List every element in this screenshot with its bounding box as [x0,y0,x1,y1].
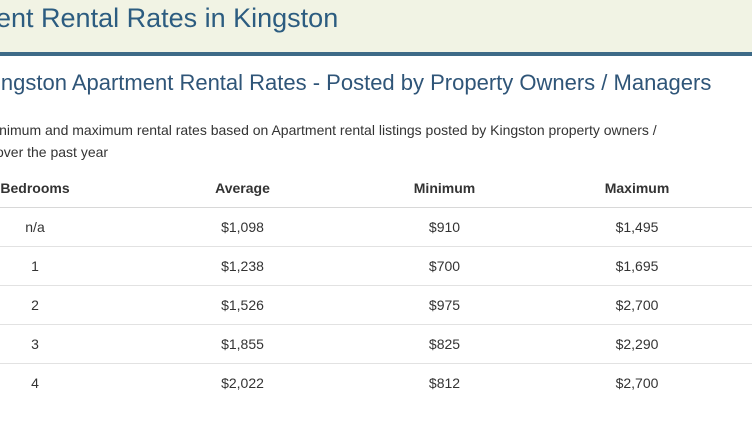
cell-maximum: $1,695 [504,246,752,286]
table-header-row: Bedrooms Average Minimum Maximum [0,169,752,208]
table-row: n/a $1,098 $910 $1,495 [0,207,752,247]
cell-average: $1,526 [100,285,385,325]
cell-minimum: $975 [385,285,504,325]
header-bedrooms: Bedrooms [0,169,100,208]
cell-average: $1,098 [100,207,385,247]
cell-average: $1,238 [100,246,385,286]
cell-bedrooms: 3 [0,324,100,364]
page-banner: ent Rental Rates in Kingston [0,0,752,56]
description-line-2: over the past year [0,144,109,160]
cell-bedrooms: 4 [31,375,39,391]
cell-average: $1,855 [100,324,385,364]
cell-minimum: $910 [385,207,504,247]
header-minimum: Minimum [385,169,504,208]
section-heading: ingston Apartment Rental Rates - Posted … [0,70,712,95]
table-row: 4 $2,022 $812 $2,700 [0,364,752,403]
cell-minimum: $812 [428,375,461,391]
section-description: inimum and maximum rental rates based on… [0,119,736,163]
cell-bedrooms: 1 [0,246,100,286]
cell-maximum: $2,290 [504,324,752,364]
cell-maximum: $1,495 [504,207,752,247]
table-row: 3 $1,855 $825 $2,290 [0,324,752,364]
cell-maximum: $2,700 [504,285,752,325]
header-maximum: Maximum [504,169,752,208]
cell-bedrooms: 2 [0,285,100,325]
description-line-1: inimum and maximum rental rates based on… [0,122,657,138]
cell-average: $2,022 [221,375,264,391]
cell-maximum: $2,700 [615,375,659,391]
page-title: ent Rental Rates in Kingston [0,3,339,33]
table-row: 2 $1,526 $975 $2,700 [0,285,752,325]
header-average: Average [100,169,385,208]
table-row: 1 $1,238 $700 $1,695 [0,246,752,286]
cell-minimum: $700 [385,246,504,286]
cell-minimum: $825 [385,324,504,364]
rental-rates-table: Bedrooms Average Minimum Maximum n/a $1,… [0,169,752,402]
cell-bedrooms: n/a [0,207,100,247]
